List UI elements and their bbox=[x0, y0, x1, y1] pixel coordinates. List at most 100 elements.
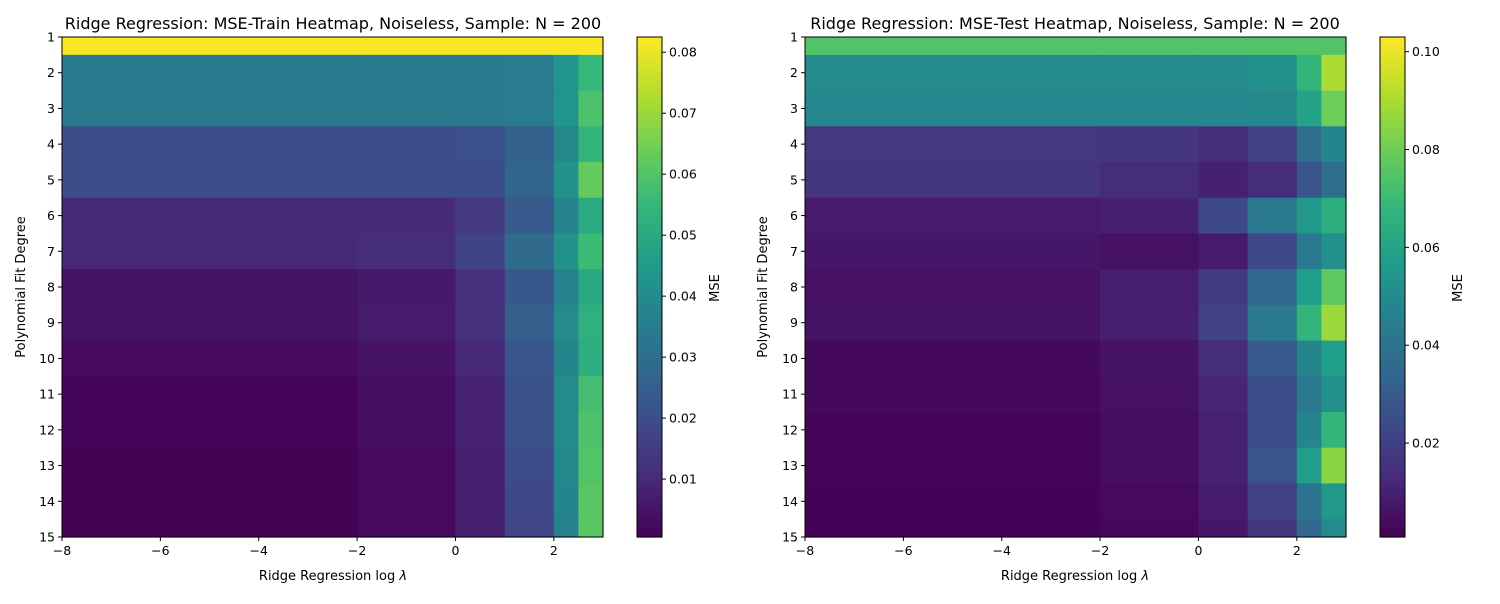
heatmap-cell bbox=[1247, 412, 1298, 449]
heatmap-cell bbox=[1198, 90, 1249, 127]
colorbar-segment bbox=[1380, 142, 1405, 148]
heatmap-cell bbox=[504, 340, 555, 377]
y-tick-label: 12 bbox=[782, 422, 798, 437]
heatmap-cell bbox=[805, 233, 1101, 270]
colorbar-segment bbox=[637, 322, 662, 328]
heatmap-cell bbox=[504, 269, 555, 306]
heatmap-cell bbox=[455, 483, 506, 520]
colorbar-segment bbox=[637, 327, 662, 333]
colorbar-segment bbox=[637, 417, 662, 423]
colorbar-segment bbox=[637, 182, 662, 188]
heatmap-cell bbox=[553, 126, 580, 163]
heatmap-cell bbox=[62, 304, 358, 342]
heatmap-cell bbox=[578, 483, 604, 520]
heatmap-cell bbox=[1247, 269, 1298, 306]
x-tick-label: −8 bbox=[796, 543, 814, 558]
heatmap-cell bbox=[805, 269, 1101, 306]
colorbar-segment bbox=[637, 362, 662, 368]
heatmap-cell bbox=[1247, 233, 1298, 270]
heatmap-cell bbox=[1198, 126, 1249, 163]
colorbar-segment bbox=[1380, 517, 1405, 523]
colorbar-segment bbox=[1380, 267, 1405, 273]
colorbar-tick-label: 0.03 bbox=[669, 350, 697, 365]
colorbar-tick-label: 0.04 bbox=[1412, 338, 1440, 353]
y-axis-label: Polynomial Fit Degree bbox=[14, 216, 29, 358]
heatmap-cell bbox=[62, 483, 358, 520]
colorbar-segment bbox=[637, 427, 662, 433]
colorbar-segment bbox=[1380, 92, 1405, 98]
colorbar-segment bbox=[637, 487, 662, 493]
heatmap-cell bbox=[357, 126, 457, 163]
colorbar-segment bbox=[637, 212, 662, 218]
heatmap-cell bbox=[504, 54, 555, 92]
y-tick-label: 7 bbox=[47, 244, 55, 259]
colorbar-segment bbox=[1380, 237, 1405, 243]
colorbar-segment bbox=[1380, 462, 1405, 468]
heatmap-cell bbox=[553, 483, 580, 520]
colorbar-segment bbox=[1380, 307, 1405, 313]
colorbar-segment bbox=[1380, 217, 1405, 223]
heatmap-cell bbox=[1198, 483, 1249, 520]
heatmap-cell bbox=[504, 304, 555, 342]
colorbar-frame bbox=[636, 36, 663, 538]
heatmap-cell bbox=[1296, 483, 1323, 520]
heatmap-cell bbox=[578, 197, 604, 235]
heatmap-cell bbox=[578, 162, 604, 199]
heatmap-cell bbox=[455, 197, 506, 235]
heatmap-cell bbox=[1247, 54, 1298, 92]
heatmap-cell bbox=[578, 233, 604, 270]
colorbar-segment bbox=[1380, 382, 1405, 388]
colorbar-segment bbox=[1380, 52, 1405, 58]
colorbar-segment bbox=[1380, 522, 1405, 528]
colorbar-segment bbox=[1380, 132, 1405, 138]
heatmap-cell bbox=[1247, 340, 1298, 377]
heatmap-cell bbox=[805, 54, 1101, 92]
colorbar-segment bbox=[1380, 187, 1405, 193]
heatmap-cell bbox=[1100, 304, 1200, 342]
colorbar-segment bbox=[1380, 292, 1405, 298]
heatmap-cell bbox=[357, 90, 457, 127]
colorbar-segment bbox=[1380, 332, 1405, 338]
colorbar-segment bbox=[1380, 127, 1405, 133]
colorbar-segment bbox=[637, 207, 662, 213]
colorbar-segment bbox=[1380, 77, 1405, 83]
heatmap-cell bbox=[1296, 126, 1323, 163]
heatmap-cell bbox=[1100, 126, 1200, 163]
colorbar-segment bbox=[637, 42, 662, 48]
heatmap-cell bbox=[62, 412, 358, 449]
colorbar-segment bbox=[1380, 202, 1405, 208]
heatmap-cell bbox=[1247, 447, 1298, 485]
heatmap-cell bbox=[357, 54, 457, 92]
colorbar-segment bbox=[637, 137, 662, 143]
colorbar-segment bbox=[1380, 412, 1405, 418]
heatmap-cell bbox=[504, 519, 555, 538]
heatmap-cell bbox=[62, 340, 358, 377]
colorbar-segment bbox=[637, 527, 662, 533]
y-tick-label: 4 bbox=[47, 137, 55, 152]
colorbar-segment bbox=[1380, 447, 1405, 453]
colorbar-segment bbox=[637, 47, 662, 53]
heatmap-cell bbox=[455, 90, 506, 127]
heatmap-cell bbox=[504, 37, 555, 56]
colorbar-segment bbox=[637, 412, 662, 418]
x-tick-label: 2 bbox=[1293, 543, 1301, 558]
heatmap-cell bbox=[1100, 340, 1200, 377]
colorbar-segment bbox=[1380, 277, 1405, 283]
colorbar-segment bbox=[637, 152, 662, 158]
colorbar-segment bbox=[1380, 222, 1405, 228]
x-tick-label: −2 bbox=[348, 543, 366, 558]
colorbar-segment bbox=[637, 392, 662, 398]
colorbar-segment bbox=[637, 272, 662, 278]
heatmap-cell bbox=[1198, 233, 1249, 270]
y-tick-label: 5 bbox=[47, 172, 55, 187]
colorbar-segment bbox=[1380, 417, 1405, 423]
x-axis-label: Ridge Regression log λ bbox=[259, 569, 407, 584]
colorbar-segment bbox=[1380, 477, 1405, 483]
heatmap-cell bbox=[1100, 162, 1200, 199]
heatmap-cell bbox=[578, 269, 604, 306]
colorbar-segment bbox=[1380, 312, 1405, 318]
heatmap-cell bbox=[357, 483, 457, 520]
heatmap-cell bbox=[1296, 37, 1323, 56]
heatmap-cell bbox=[504, 447, 555, 485]
colorbar-segment bbox=[1380, 287, 1405, 293]
